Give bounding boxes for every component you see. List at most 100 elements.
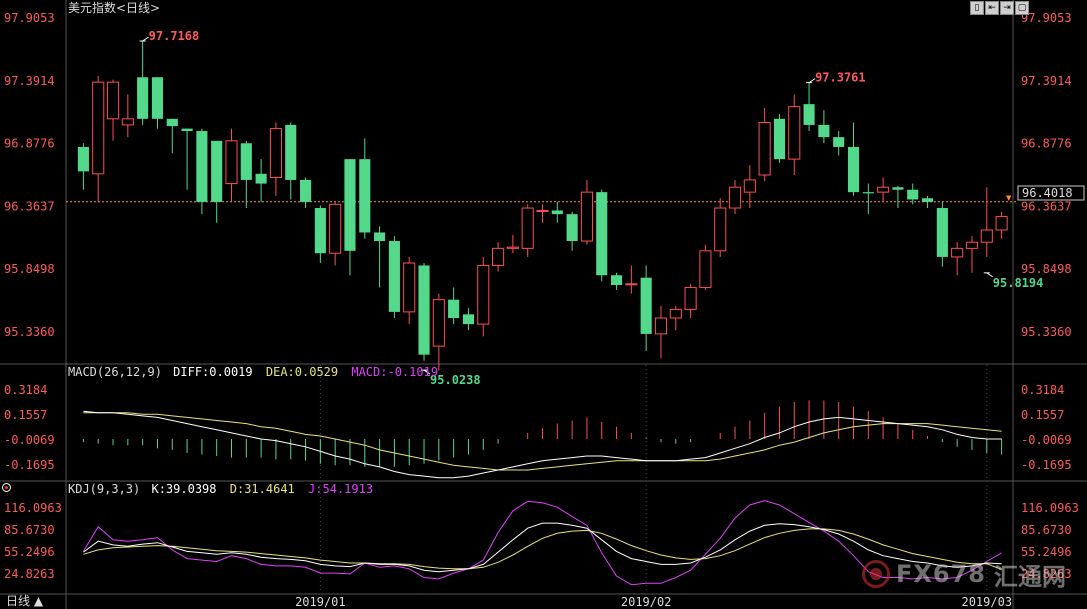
- y-tick-label-left: 116.0963: [4, 501, 62, 515]
- candle-body: [329, 203, 342, 254]
- candle-body: [892, 187, 904, 190]
- macd-title: MACD(26,12,9): [68, 365, 162, 379]
- y-tick-label-right: 116.0963: [1021, 501, 1079, 515]
- candle-body: [728, 186, 742, 209]
- candle-body: [980, 229, 993, 243]
- price-annotations: 97.7168 95.0238 97.3761 95.8194: [139, 29, 1044, 387]
- macd-series: [82, 400, 1003, 479]
- y-tick-label-right: 96.3637: [1021, 199, 1072, 213]
- watermark-logo: FX678 汇通网: [862, 556, 1066, 592]
- candle-body: [285, 124, 297, 180]
- y-tick-label-right: 55.2496: [1021, 545, 1072, 559]
- extreme-pointer: [986, 272, 994, 278]
- y-tick-label-left: 55.2496: [4, 545, 55, 559]
- candle-body: [196, 131, 208, 202]
- candle-body: [951, 247, 964, 258]
- y-tick-label-left: 96.3637: [4, 199, 55, 213]
- kdj-j-label: J:54.1913: [308, 482, 373, 496]
- extreme-price-label: 97.7168: [149, 29, 200, 43]
- y-tick-label-left: 95.8498: [4, 262, 55, 276]
- candle-body: [640, 277, 652, 334]
- candle-body: [151, 77, 164, 119]
- candle-body: [654, 317, 668, 335]
- window-controls: ▯ ⇤ ⇥ ▢: [970, 1, 1029, 15]
- candle-body: [921, 198, 934, 202]
- macd-diff-line: [83, 410, 1002, 479]
- extreme-price-label: 97.3761: [815, 71, 866, 85]
- y-tick-label-left: 0.3184: [4, 383, 47, 397]
- extreme-pointer: [423, 369, 431, 375]
- current-price-tag: 96.4018: [1017, 185, 1085, 201]
- candle-body: [240, 143, 252, 180]
- extreme-pointer: [142, 36, 149, 42]
- y-tick-label-left: -0.0069: [4, 433, 55, 447]
- candle-body: [77, 146, 89, 172]
- y-tick-label-right: 95.3360: [1021, 325, 1072, 339]
- extreme-pointer: [808, 78, 816, 84]
- y-tick-label-right: 95.8498: [1021, 262, 1072, 276]
- candle-body: [255, 173, 267, 184]
- watermark-text: FX678: [896, 560, 986, 588]
- y-tick-label-left: -0.1695: [4, 458, 55, 472]
- y-tick-label-right: 85.6730: [1021, 523, 1072, 537]
- period-tab-daily[interactable]: 日线 ▲: [6, 594, 44, 608]
- candle-body: [862, 192, 874, 194]
- window-button-2[interactable]: ⇤: [985, 1, 999, 15]
- candle-body: [625, 283, 638, 286]
- y-tick-label-right: 0.3184: [1021, 383, 1064, 397]
- y-tick-label-left: 95.3360: [4, 325, 55, 339]
- y-tick-label-right: -0.1695: [1021, 458, 1072, 472]
- candlestick-series: [77, 40, 1008, 371]
- candle-body: [344, 159, 356, 251]
- candle-body: [580, 191, 593, 242]
- macd-dea-line: [83, 412, 1002, 471]
- window-button-1[interactable]: ▯: [970, 1, 984, 15]
- candle-body: [566, 214, 578, 242]
- indicator-settings-icon[interactable]: [2, 483, 11, 492]
- x-tick-label: 2019/03: [961, 595, 1012, 609]
- candle-body: [432, 299, 445, 347]
- candle-body: [907, 189, 919, 200]
- candle-body: [166, 118, 178, 127]
- candle-body: [211, 140, 223, 202]
- kdj-d-label: D:31.4641: [230, 482, 295, 496]
- candle-body: [448, 299, 460, 319]
- macd-legend: MACD(26,12,9) DIFF:0.0019 DEA:0.0529 MAC…: [68, 365, 438, 379]
- candle-body: [462, 314, 475, 325]
- y-tick-label-right: 97.9053: [1021, 11, 1072, 25]
- candle-body: [610, 275, 623, 286]
- x-tick-label: 2019/02: [621, 595, 672, 609]
- y-tick-label-left: 85.6730: [4, 523, 55, 537]
- macd-dea-label: DEA:0.0529: [266, 365, 338, 379]
- current-price-marker: ▼: [1006, 194, 1012, 204]
- candle-body: [596, 192, 608, 276]
- window-button-4[interactable]: ▢: [1015, 1, 1029, 15]
- candle-body: [714, 207, 727, 252]
- extreme-price-label: 95.8194: [993, 276, 1044, 290]
- candle-body: [92, 81, 105, 175]
- candle-body: [106, 81, 120, 120]
- fx678-logo-icon: [862, 560, 890, 588]
- x-tick-label: 2019/01: [295, 595, 346, 609]
- candle-body: [269, 128, 282, 178]
- window-button-3[interactable]: ⇥: [1000, 1, 1014, 15]
- candle-body: [833, 137, 845, 147]
- y-tick-label-right: 24.8263: [1021, 567, 1072, 581]
- y-tick-label-left: 97.9053: [4, 11, 55, 25]
- candle-body: [684, 286, 697, 310]
- kdj-k-label: K:39.0398: [151, 482, 216, 496]
- candle-body: [699, 250, 712, 288]
- candle-body: [788, 106, 801, 160]
- candle-body: [536, 209, 549, 212]
- y-tick-label-right: 0.1557: [1021, 408, 1064, 422]
- candle-body: [758, 121, 771, 176]
- candle-body: [877, 186, 890, 193]
- candle-body: [314, 208, 326, 254]
- candle-body: [847, 146, 860, 193]
- candle-body: [995, 216, 1008, 231]
- y-tick-label-right: 96.8776: [1021, 137, 1072, 151]
- candle-body: [225, 140, 238, 185]
- y-tick-label-left: 0.1557: [4, 408, 47, 422]
- candle-body: [669, 308, 682, 319]
